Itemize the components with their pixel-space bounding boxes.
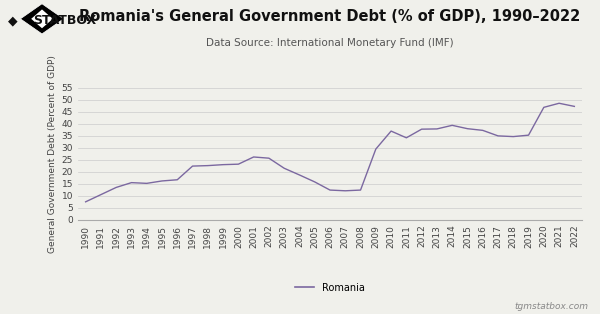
Text: Data Source: International Monetary Fund (IMF): Data Source: International Monetary Fund… — [206, 38, 454, 48]
Text: Romania's General Government Debt (% of GDP), 1990–2022: Romania's General Government Debt (% of … — [79, 9, 581, 24]
Legend: Romania: Romania — [291, 279, 369, 297]
Text: ◆: ◆ — [8, 14, 17, 27]
Text: tgmstatbox.com: tgmstatbox.com — [514, 302, 588, 311]
Polygon shape — [31, 9, 53, 28]
Polygon shape — [20, 4, 64, 34]
Y-axis label: General Government Debt (Percent of GDP): General Government Debt (Percent of GDP) — [49, 55, 58, 253]
Text: STATBOX: STATBOX — [33, 14, 96, 27]
